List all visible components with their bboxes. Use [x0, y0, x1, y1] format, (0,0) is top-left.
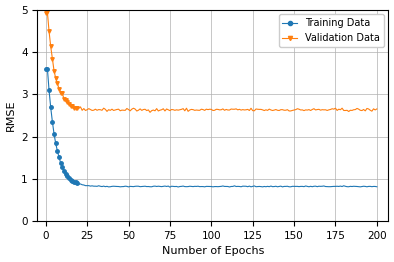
- Line: Validation Data: Validation Data: [44, 10, 379, 114]
- Validation Data: [45, 11, 50, 14]
- Training Data: [186, 185, 190, 188]
- Validation Data: [374, 107, 379, 111]
- Validation Data: [75, 107, 80, 110]
- Validation Data: [43, 11, 48, 14]
- Training Data: [46, 89, 51, 92]
- X-axis label: Number of Epochs: Number of Epochs: [162, 247, 264, 256]
- Validation Data: [148, 111, 152, 114]
- Training Data: [45, 67, 50, 70]
- Training Data: [374, 185, 379, 188]
- Y-axis label: RMSE: RMSE: [6, 100, 15, 131]
- Validation Data: [46, 30, 51, 33]
- Line: Training Data: Training Data: [44, 67, 379, 189]
- Training Data: [75, 182, 80, 185]
- Legend: Training Data, Validation Data: Training Data, Validation Data: [279, 14, 384, 47]
- Training Data: [225, 185, 230, 188]
- Training Data: [349, 185, 354, 188]
- Validation Data: [186, 110, 190, 113]
- Training Data: [167, 185, 172, 189]
- Validation Data: [225, 108, 230, 112]
- Training Data: [166, 184, 171, 188]
- Training Data: [43, 67, 48, 70]
- Validation Data: [349, 109, 354, 112]
- Validation Data: [167, 109, 172, 112]
